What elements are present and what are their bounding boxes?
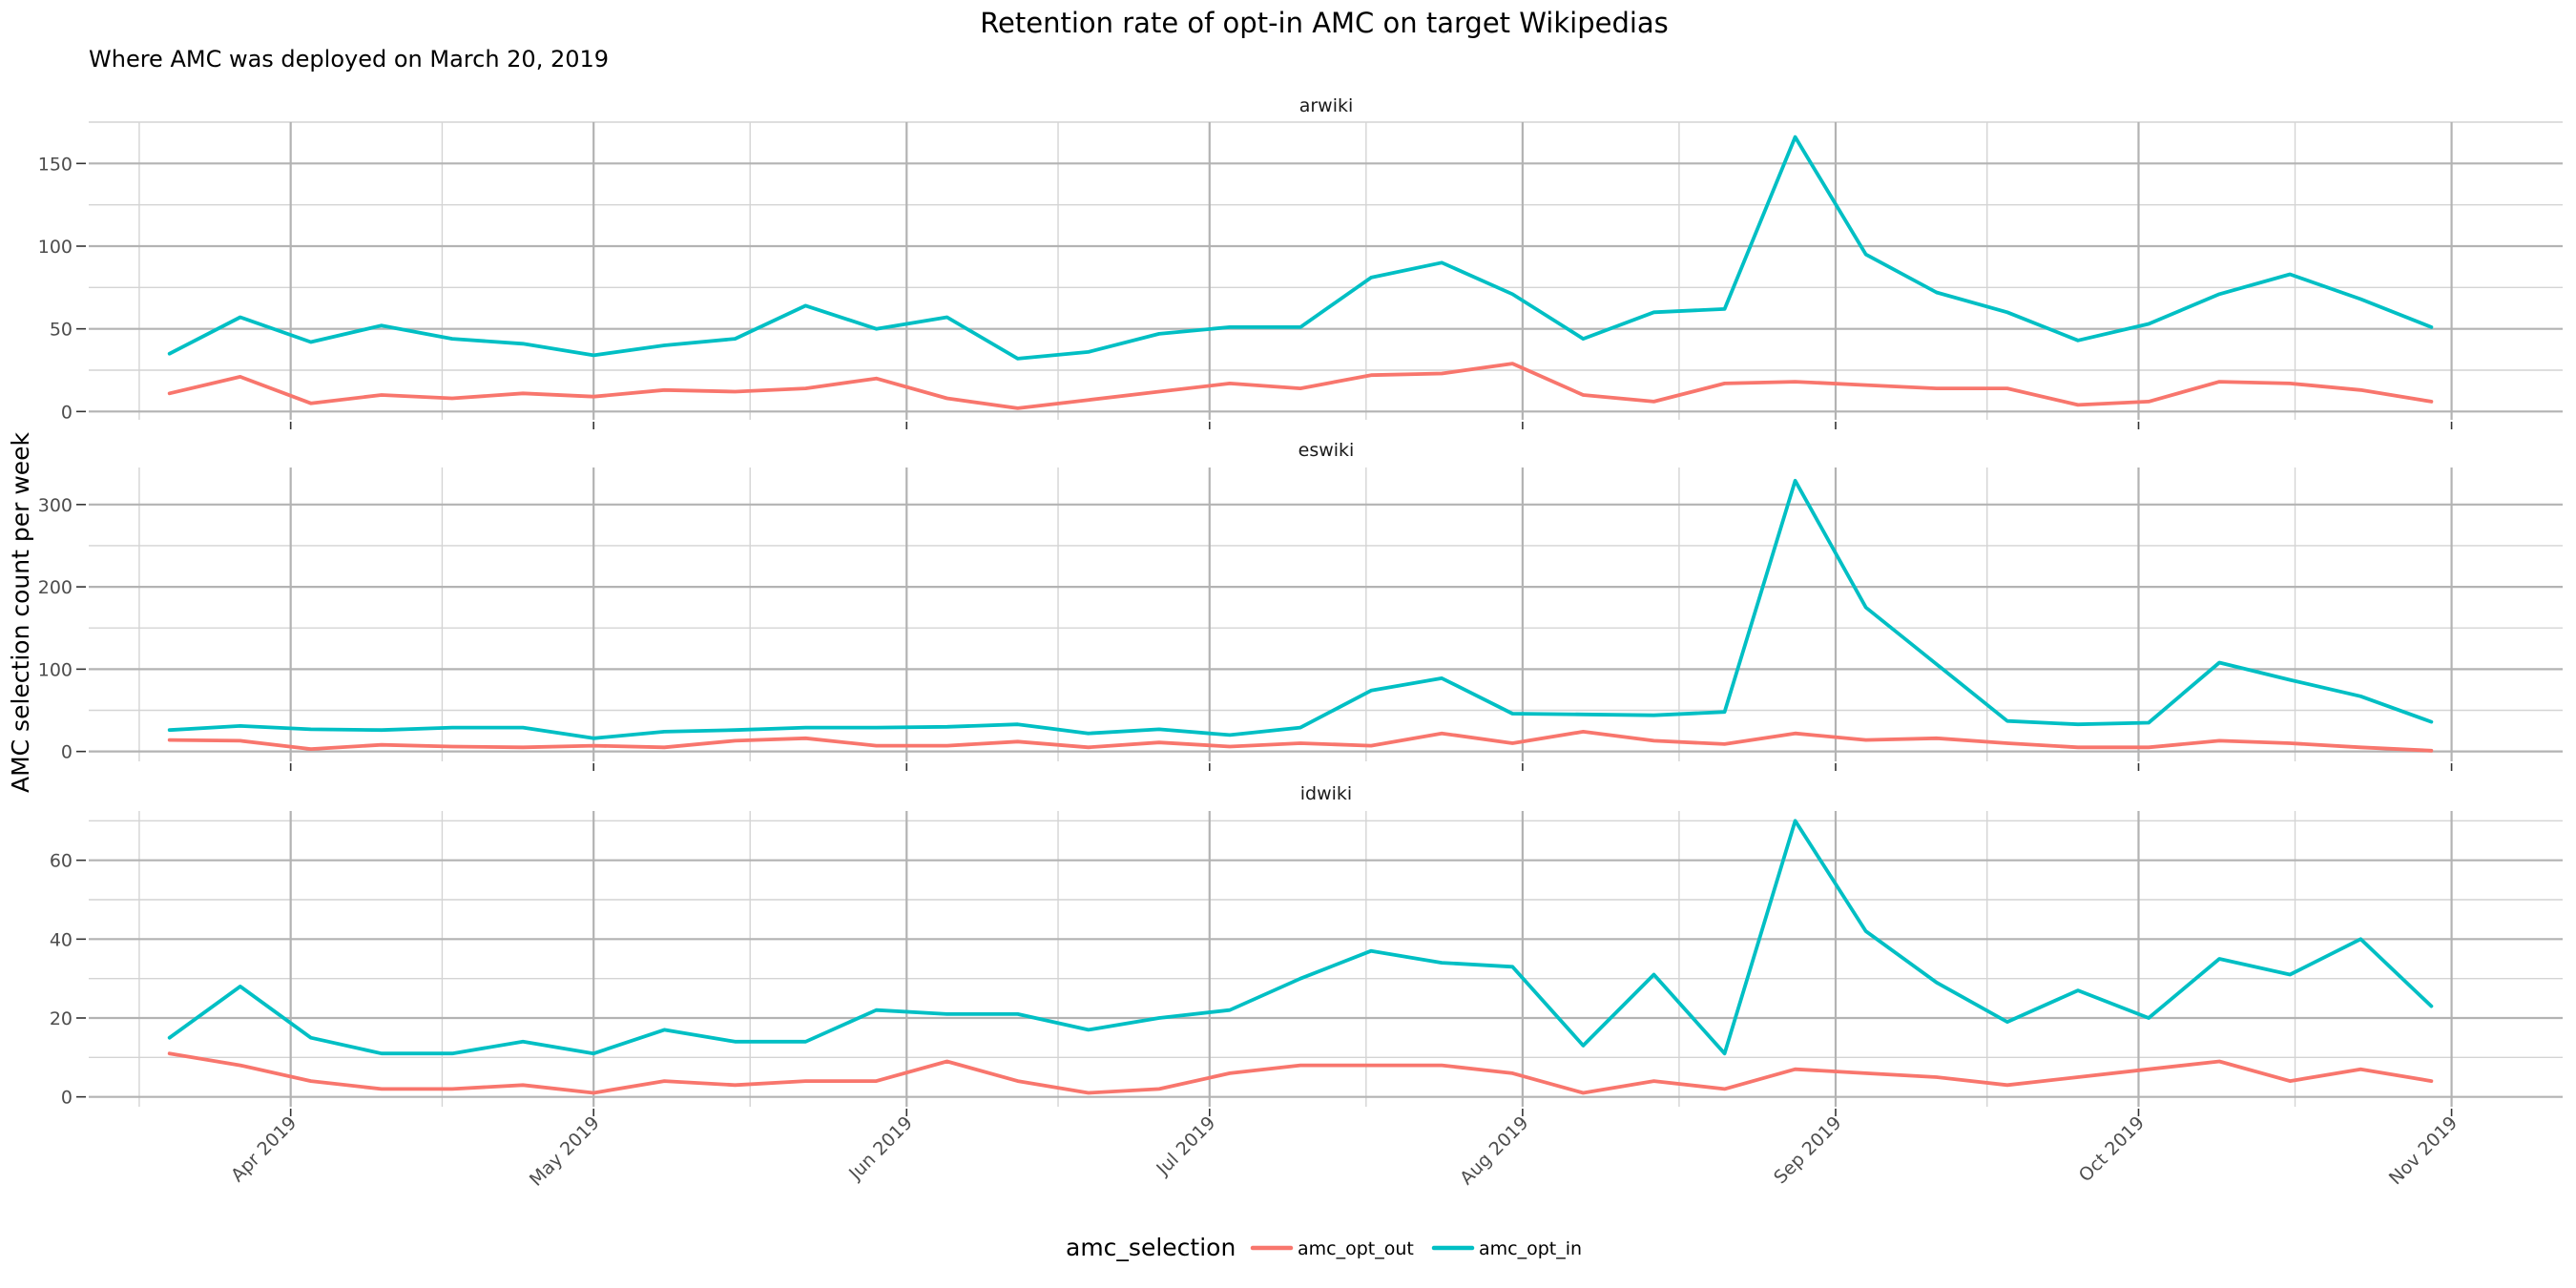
y-tick-label: 0 (61, 1088, 73, 1109)
x-tick-label: Sep 2019 (1770, 1112, 1845, 1188)
y-tick-label: 0 (61, 742, 73, 763)
legend-label-amc_opt_in: amc_opt_in (1479, 1238, 1582, 1259)
x-tick-label: Apr 2019 (227, 1112, 301, 1186)
y-tick-label: 20 (50, 1008, 73, 1029)
series-line-amc_opt_in-idwiki (167, 819, 2434, 1056)
legend-title: amc_selection (1066, 1234, 1236, 1261)
series-line-amc_opt_out-arwiki (167, 362, 2434, 410)
y-tick-label: 60 (50, 851, 73, 872)
x-tick-label: Jun 2019 (844, 1112, 917, 1185)
y-tick-label: 100 (38, 237, 73, 258)
x-tick-label: Aug 2019 (1456, 1112, 1532, 1189)
x-tick-label: May 2019 (526, 1112, 604, 1191)
facet-label-idwiki: idwiki (1300, 783, 1352, 804)
panel-arwiki: arwiki 0 50 100 150 (38, 95, 2563, 429)
x-tick-label: Jul 2019 (1152, 1112, 1219, 1180)
facet-label-eswiki: eswiki (1298, 440, 1355, 461)
x-tick-label: Oct 2019 (2075, 1112, 2149, 1186)
series-line-amc_opt_out-eswiki (167, 730, 2434, 753)
chart-title: Retention rate of opt-in AMC on target W… (980, 7, 1669, 39)
y-tick-label: 200 (38, 577, 73, 598)
y-tick-label: 0 (61, 402, 73, 423)
x-tick-label: Nov 2019 (2385, 1112, 2462, 1189)
series-line-amc_opt_in-eswiki (167, 478, 2434, 740)
legend: amc_selection amc_opt_out amc_opt_in (1066, 1234, 1582, 1261)
x-axis: Apr 2019 May 2019 Jun 2019 Jul 2019 Aug 2019… (227, 1112, 2462, 1191)
series-line-amc_opt_in-arwiki (167, 135, 2434, 361)
panel-eswiki: eswiki 0 100 200 300 (38, 440, 2563, 771)
facet-panels: arwiki 0 50 100 150 eswiki 0 100 200 300 idwiki 0 20… (38, 95, 2563, 1116)
chart-subtitle: Where AMC was deployed on March 20, 2019 (89, 46, 609, 73)
facet-label-arwiki: arwiki (1299, 95, 1354, 116)
y-tick-label: 40 (50, 929, 73, 950)
series-line-amc_opt_out-idwiki (167, 1051, 2434, 1095)
y-tick-label: 50 (50, 320, 73, 341)
y-tick-label: 100 (38, 659, 73, 680)
y-axis-label: AMC selection count per week (7, 431, 34, 793)
y-tick-label: 300 (38, 495, 73, 516)
legend-label-amc_opt_out: amc_opt_out (1298, 1238, 1414, 1259)
y-tick-label: 150 (38, 154, 73, 175)
panel-idwiki: idwiki 0 20 40 60 (50, 783, 2563, 1116)
